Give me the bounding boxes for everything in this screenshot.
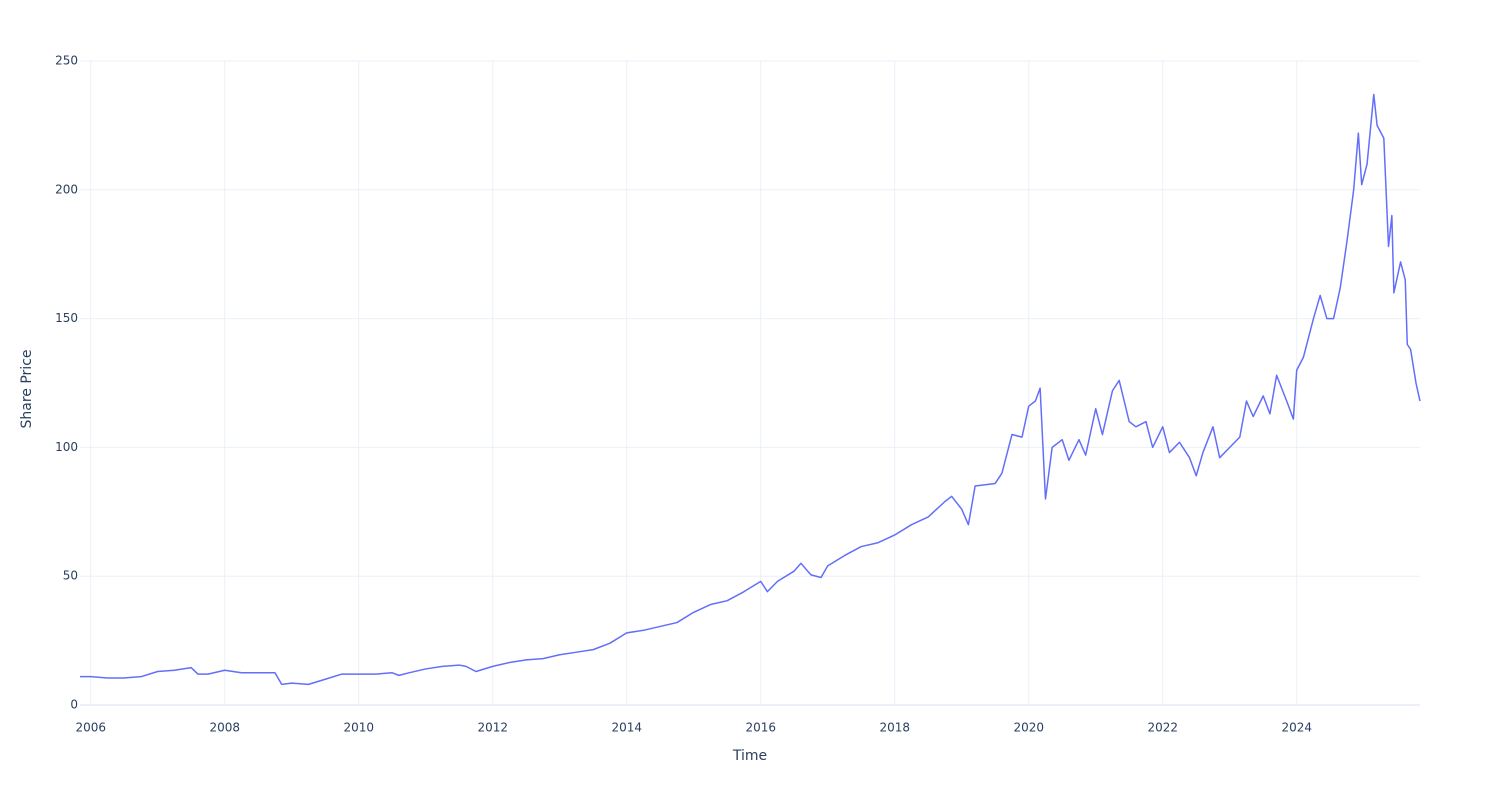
y-tick-label: 0 — [70, 698, 78, 712]
x-tick-label: 2020 — [1013, 721, 1044, 735]
x-tick-label: 2024 — [1281, 721, 1312, 735]
x-tick-label: 2008 — [209, 721, 240, 735]
y-axis-title: Share Price — [19, 349, 35, 428]
price-line — [80, 93, 1421, 686]
x-tick-label: 2018 — [879, 721, 910, 735]
y-tick-label: 250 — [55, 54, 78, 68]
x-tick-label: 2022 — [1147, 721, 1178, 735]
y-tick-label: 50 — [63, 569, 78, 583]
y-tick-label: 200 — [55, 182, 78, 196]
x-tick-label: 2006 — [75, 721, 106, 735]
x-tick-label: 2010 — [343, 721, 374, 735]
x-tick-label: 2016 — [745, 721, 776, 735]
x-tick-label: 2012 — [477, 721, 508, 735]
y-tick-label: 100 — [55, 440, 78, 454]
y-tick-label: 150 — [55, 311, 78, 325]
x-tick-label: 2014 — [611, 721, 642, 735]
x-axis-title: Time — [732, 748, 767, 764]
